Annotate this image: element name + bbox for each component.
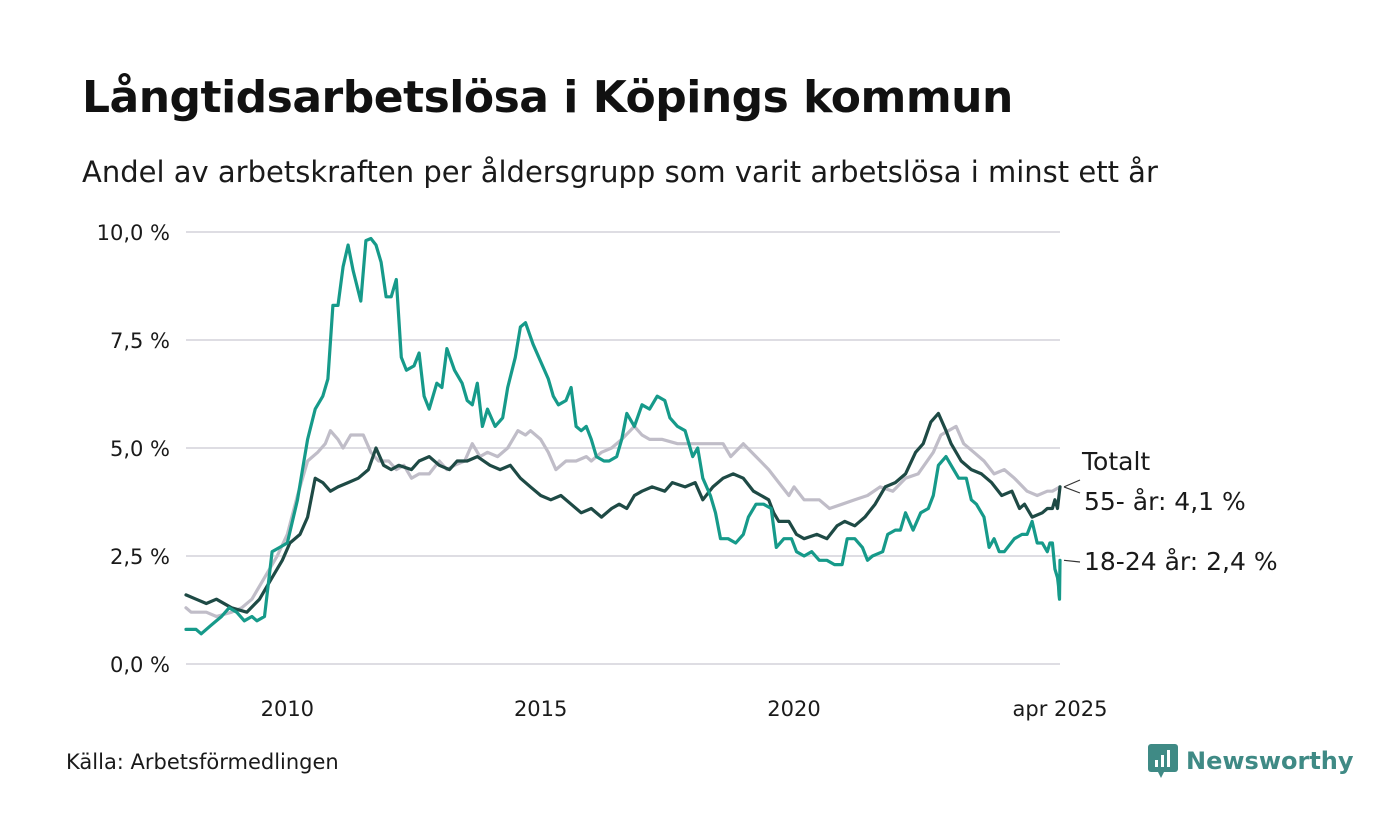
series-end-label-totalt: Totalt — [1081, 447, 1150, 476]
x-tick-label: apr 2025 — [1013, 697, 1108, 721]
y-tick-label: 10,0 % — [97, 221, 170, 245]
label-leader-line — [1063, 559, 1081, 563]
chart-subtitle: Andel av arbetskraften per åldersgrupp s… — [82, 155, 1158, 189]
series-lines — [184, 236, 1062, 636]
y-tick-label: 7,5 % — [110, 329, 170, 353]
y-axis-ticks: 0,0 % 2,5 % 5,0 % 7,5 % 10,0 % — [97, 221, 170, 677]
source-note: Källa: Arbetsförmedlingen — [66, 750, 339, 774]
y-tick-label: 5,0 % — [110, 437, 170, 461]
newsworthy-logo-icon — [1148, 744, 1178, 778]
series-end-labels: Totalt 55- år: 4,1 % 18-24 år: 2,4 % — [1063, 447, 1278, 576]
series-line-18-24-r — [184, 236, 1062, 636]
label-leader-line — [1063, 479, 1081, 488]
y-tick-label: 2,5 % — [110, 545, 170, 569]
series-end-label-55-r: 55- år: 4,1 % — [1084, 487, 1246, 516]
series-end-label-18-24-r: 18-24 år: 2,4 % — [1084, 547, 1278, 576]
newsworthy-logo: Newsworthy — [1148, 744, 1354, 778]
x-tick-label: 2020 — [767, 697, 820, 721]
series-line-55-r — [184, 411, 1062, 614]
series-line-totalt — [184, 424, 1062, 619]
x-axis-ticks: 2010 2015 2020 apr 2025 — [261, 697, 1108, 721]
x-tick-label: 2015 — [514, 697, 567, 721]
y-tick-label: 0,0 % — [110, 653, 170, 677]
x-tick-label: 2010 — [261, 697, 314, 721]
chart-title: Långtidsarbetslösa i Köpings kommun — [82, 72, 1013, 123]
brand-name: Newsworthy — [1186, 747, 1354, 775]
label-leader-line — [1063, 486, 1081, 494]
gridlines — [186, 231, 1060, 665]
